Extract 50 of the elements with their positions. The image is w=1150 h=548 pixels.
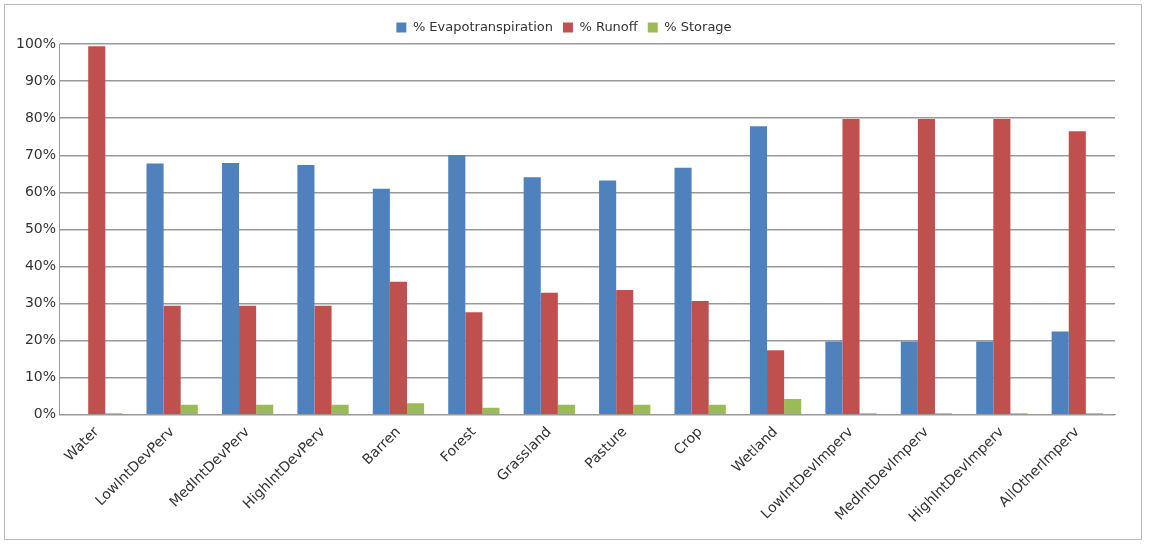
y-tick-label: 100% xyxy=(15,34,57,51)
bar xyxy=(146,163,164,415)
bar xyxy=(557,404,575,415)
bar xyxy=(540,292,558,415)
bar xyxy=(1051,331,1069,415)
bar xyxy=(993,118,1011,415)
bar xyxy=(239,305,257,415)
bar xyxy=(523,177,541,415)
bar xyxy=(674,167,692,415)
y-tick-label: 50% xyxy=(24,220,57,237)
bar xyxy=(256,404,274,415)
bar xyxy=(633,404,651,415)
bar xyxy=(331,404,349,415)
bar xyxy=(616,289,634,415)
bar xyxy=(406,403,425,415)
y-tick-label: 10% xyxy=(24,368,57,385)
bar xyxy=(448,154,466,415)
y-tick-label: 20% xyxy=(24,331,57,348)
legend-label: % Evapotranspiration xyxy=(412,18,553,34)
bar xyxy=(221,163,240,415)
y-tick-label: 90% xyxy=(24,71,57,88)
bar xyxy=(842,118,860,415)
bar xyxy=(749,126,768,415)
bar xyxy=(389,281,407,415)
bar xyxy=(976,341,994,415)
bar xyxy=(297,164,315,415)
bar xyxy=(825,341,843,415)
bar xyxy=(599,180,617,415)
y-tick-label: 0% xyxy=(33,405,57,422)
y-tick-label: 30% xyxy=(24,294,57,311)
bar xyxy=(708,404,726,415)
bar xyxy=(917,118,935,415)
legend-label: % Storage xyxy=(664,18,732,34)
bar xyxy=(163,305,181,415)
bar xyxy=(767,350,785,415)
y-tick-label: 80% xyxy=(24,108,57,125)
y-tick-label: 40% xyxy=(24,257,57,274)
legend-label: % Runoff xyxy=(579,18,639,34)
y-tick-label: 60% xyxy=(24,182,57,199)
bar xyxy=(691,301,709,415)
y-tick-label: 70% xyxy=(24,145,57,162)
bar xyxy=(372,188,390,415)
bar xyxy=(465,312,483,415)
bar xyxy=(784,398,802,415)
bar xyxy=(88,46,106,415)
bar xyxy=(314,305,332,415)
bar xyxy=(482,407,500,415)
bar xyxy=(1068,131,1086,415)
bar xyxy=(180,404,198,415)
bar xyxy=(900,341,918,415)
